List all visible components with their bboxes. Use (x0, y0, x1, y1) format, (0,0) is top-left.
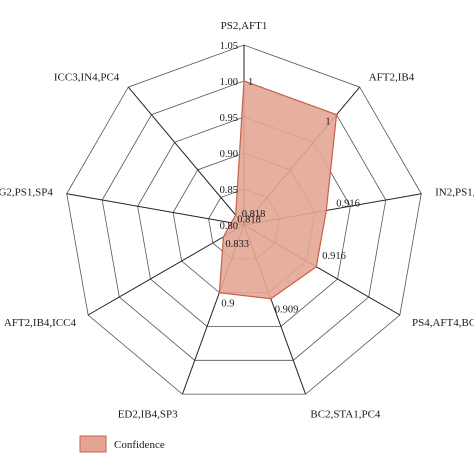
axis-label-0: PS2,AFT1 (221, 20, 268, 32)
axis-labels: PS2,AFT1 AFT2,IB4 IN2,PS1,SP4 PS4,AFT4,BC2 B… (0, 20, 474, 420)
tick-label-0: 0.80 (220, 221, 238, 232)
value-label-8: 0.818 (242, 209, 266, 220)
tick-label-3: 0.95 (220, 113, 238, 124)
value-label-2: 0.916 (336, 199, 360, 210)
spoke-8 (127, 86, 245, 226)
axis-label-7: ICG2,PS1,SP4 (0, 186, 53, 198)
spoke-7 (66, 193, 245, 226)
value-label-5: 0.9 (221, 299, 234, 310)
value-label-3: 0.916 (322, 251, 346, 262)
grid-ring-4 (101, 80, 387, 361)
series-area-0 (218, 80, 338, 300)
grid-ring-3 (137, 116, 351, 327)
tick-label-2: 0.90 (220, 149, 238, 160)
axis-label-3: PS4,AFT4,BC2 (412, 317, 474, 329)
grid-ring-5 (66, 44, 422, 395)
tick-label-4: 1.00 (220, 77, 238, 88)
axis-label-5: ED2,IB4,SP3 (118, 408, 178, 420)
axis-label-1: AFT2,IB4 (369, 71, 415, 83)
value-label-0: 1 (248, 77, 253, 88)
axis-label-2: IN2,PS1,SP4 (435, 186, 474, 198)
value-label-1: 1 (325, 117, 330, 128)
axis-label-8: ICC3,IN4,PC4 (54, 71, 120, 83)
value-label-7: 0.818 (237, 215, 261, 226)
radial-tick-labels: 0.80 0.85 0.90 0.95 1.00 1.05 (220, 41, 238, 232)
legend-swatch-confidence (79, 435, 107, 453)
radar-series (218, 80, 338, 300)
axis-label-6: AFT2,IB4,ICC4 (4, 317, 77, 329)
axis-label-4: BC2,STA1,PC4 (310, 408, 381, 420)
tick-label-1: 0.85 (220, 185, 238, 196)
legend-label-confidence: Confidence (114, 439, 165, 451)
tick-label-5: 1.05 (220, 41, 238, 52)
legend: Confidence (79, 435, 165, 453)
value-label-6: 0.833 (225, 239, 249, 250)
value-label-4: 0.909 (275, 305, 299, 316)
spoke-6 (87, 224, 245, 316)
